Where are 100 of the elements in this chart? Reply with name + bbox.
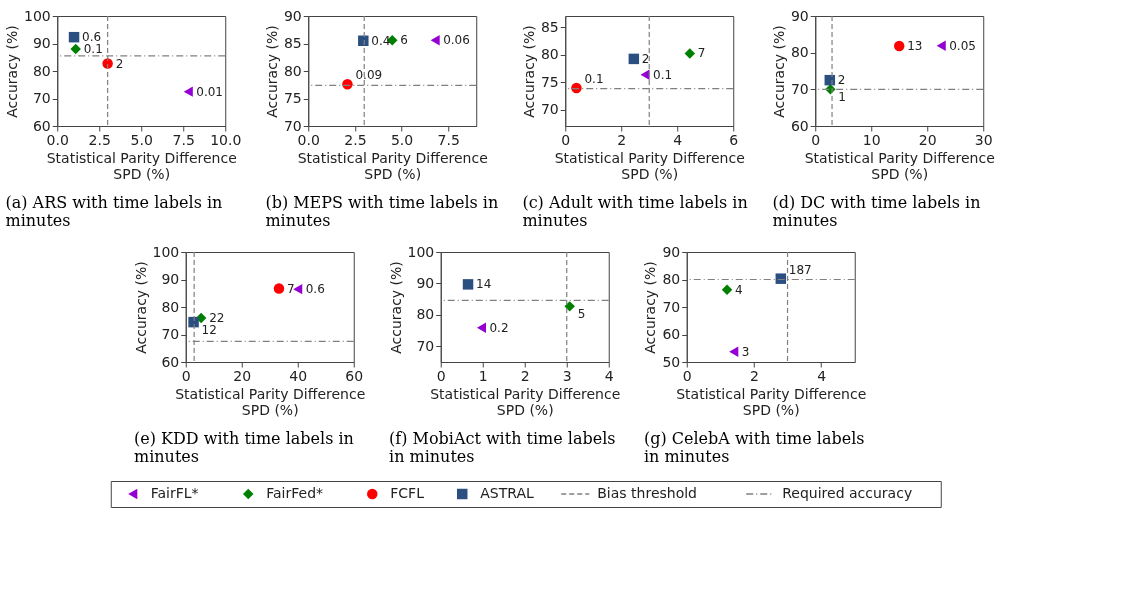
y-tick-label: 85 (540, 18, 559, 35)
x-axis-title: Statistical Parity Difference SPD (%) (676, 385, 867, 418)
annotation: 0.05 (949, 38, 976, 53)
legend-label: Required accuracy (782, 485, 913, 501)
text: (b) MEPS with time labels in minutes (265, 193, 499, 230)
annotation: 3 (741, 344, 750, 359)
x-tick-label: 0 (561, 131, 571, 148)
y-tick-label: 80 (790, 44, 809, 61)
x-tick-label: 30 (974, 131, 993, 148)
annotation: 187 (788, 262, 812, 277)
y-tick-label: 60 (790, 117, 809, 134)
annotation: 4 (735, 282, 743, 297)
annotation: 0.4 (371, 33, 391, 48)
x-tick-label: 5.0 (130, 131, 153, 148)
point (721, 284, 733, 295)
text: (e) KDD with time labels in minutes (134, 429, 354, 466)
point (684, 48, 696, 59)
annotation: 0.1 (653, 67, 673, 82)
legend-label: FairFed* (266, 485, 324, 501)
x-tick-label: 2 (520, 367, 530, 384)
x-tick-label: 0 (436, 367, 446, 384)
y-axis-title: Accuracy (%) (770, 25, 787, 118)
y-tick-label: 90 (662, 243, 681, 260)
y-tick-label: 70 (32, 90, 51, 106)
y-tick-label: 60 (662, 326, 681, 342)
text: (d) DC with time labels in minutes (772, 193, 981, 230)
point (70, 43, 81, 55)
y-tick-label: 90 (161, 271, 180, 287)
y-tick-label: 90 (416, 274, 435, 291)
x-tick-label: 1 (478, 367, 488, 384)
point (462, 279, 474, 290)
text: (c) Adult with time labels in minutes (522, 193, 748, 230)
annotation: 7 (286, 281, 295, 296)
y-tick-label: 70 (283, 117, 302, 134)
y-tick-label: 80 (416, 306, 435, 323)
annotation: 2 (115, 56, 124, 71)
x-tick-label: 4 (673, 131, 683, 148)
x-tick-label: 60 (345, 367, 364, 384)
x-tick-label: 4 (817, 367, 827, 384)
point (476, 322, 487, 333)
x-tick-label: 2 (617, 131, 627, 148)
x-tick-label: 3 (562, 367, 572, 384)
annotation: 5 (577, 307, 586, 322)
y-tick-label: 75 (540, 73, 559, 90)
annotation: 14 (476, 277, 492, 292)
y-tick-label: 50 (662, 353, 681, 370)
annotation: 7 (697, 46, 706, 61)
y-tick-label: 100 (152, 243, 180, 260)
point (342, 78, 353, 90)
annotation: 12 (201, 323, 217, 338)
y-tick-label: 70 (790, 80, 809, 97)
x-tick-label: 20 (918, 131, 937, 148)
x-tick-label: 2.5 (344, 131, 367, 148)
y-axis-title: Accuracy (%) (387, 261, 404, 354)
y-axis-title: Accuracy (%) (642, 261, 659, 354)
annotation: 13 (907, 39, 923, 54)
x-axis-title: Statistical Parity Difference SPD (%) (46, 149, 237, 182)
text: (a) ARS with time labels in minutes (5, 193, 223, 230)
x-tick-label: 0 (181, 367, 191, 384)
point (640, 69, 650, 81)
x-tick-label: 7.5 (172, 131, 195, 148)
legend-label: FCFL (390, 485, 425, 501)
x-tick-label: 0.0 (46, 131, 69, 148)
y-tick-label: 80 (161, 298, 180, 315)
y-tick-label: 70 (416, 337, 435, 354)
y-tick-label: 90 (32, 35, 51, 51)
y-tick-label: 60 (161, 353, 180, 370)
point (571, 82, 582, 94)
y-axis-title: Accuracy (%) (4, 25, 21, 118)
x-tick-label: 5.0 (390, 131, 414, 148)
x-tick-label: 6 (729, 131, 739, 148)
point (273, 283, 285, 294)
x-tick-label: 40 (289, 367, 308, 384)
point (729, 346, 739, 358)
y-axis-title: Accuracy (%) (263, 25, 280, 118)
x-tick-label: 0.0 (297, 131, 320, 148)
legend-label: ASTRAL (480, 485, 534, 501)
annotation: 0.6 (82, 30, 102, 45)
legend-label: FairFL* (150, 485, 199, 501)
y-tick-label: 80 (540, 46, 559, 62)
annotation: 0.6 (305, 282, 325, 297)
point (936, 40, 946, 51)
annotation: 2 (837, 73, 846, 88)
annotation: 0.1 (83, 42, 103, 56)
annotation: 6 (400, 33, 408, 48)
y-tick-label: 80 (662, 271, 681, 287)
x-tick-label: 7.5 (437, 131, 460, 148)
point (293, 283, 303, 295)
point (183, 86, 193, 97)
annotation: 0.2 (489, 320, 509, 335)
y-tick-label: 90 (283, 7, 302, 24)
y-tick-label: 100 (24, 7, 51, 24)
point (775, 273, 787, 284)
x-axis-title: Statistical Parity Difference SPD (%) (804, 149, 995, 182)
point (430, 34, 440, 46)
y-tick-label: 85 (283, 35, 302, 51)
y-tick-label: 70 (161, 326, 180, 342)
annotation: 0.09 (355, 68, 383, 83)
annotation: 0.06 (443, 33, 470, 48)
x-tick-label: 2 (749, 367, 759, 384)
